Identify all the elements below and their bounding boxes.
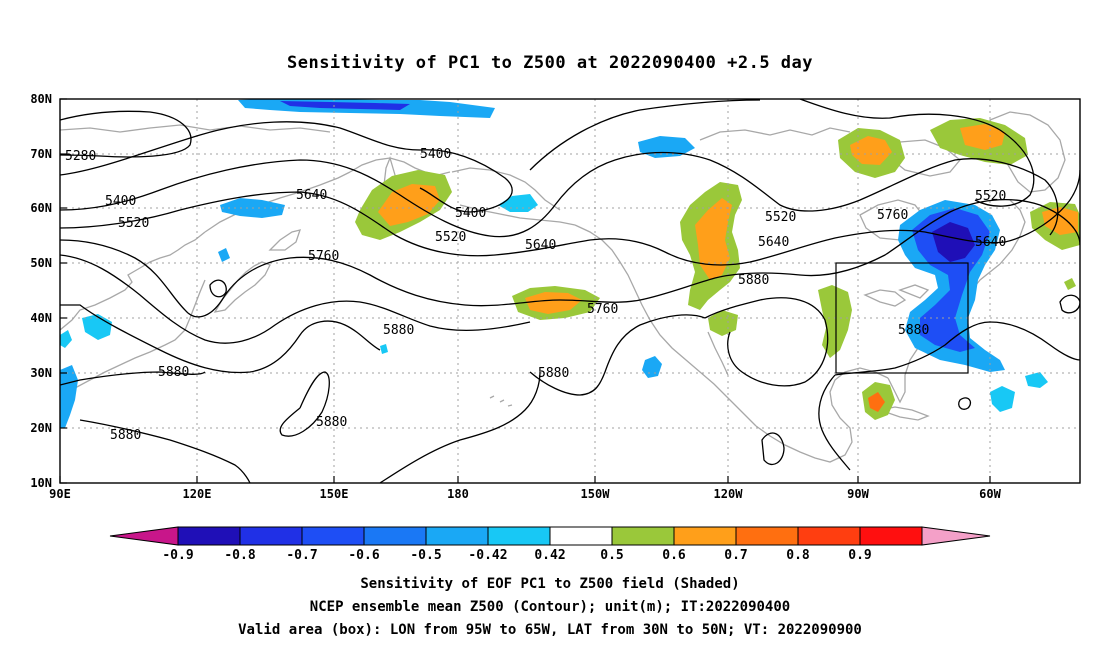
colorbar-bins xyxy=(177,526,923,546)
colorbar-bin xyxy=(859,526,923,546)
colorbar-bin xyxy=(363,526,427,546)
contour-label: 5640 xyxy=(525,238,556,253)
map-frame xyxy=(59,98,1081,484)
x-tick-label: 90W xyxy=(847,487,869,501)
map-panel: 5280 5400 5400 5400 5520 5520 5520 5520 … xyxy=(30,92,1081,501)
y-tick-label: 40N xyxy=(30,311,52,325)
contour-label: 5760 xyxy=(587,302,618,317)
y-tick-label: 20N xyxy=(30,421,52,435)
y-tick-label: 70N xyxy=(30,147,52,161)
x-tick-label: 60W xyxy=(979,487,1001,501)
colorbar-tick-label: -0.5 xyxy=(410,548,441,563)
y-tick-labels: 10N 20N 30N 40N 50N 60N 70N 80N xyxy=(30,92,52,490)
contour-label: 5400 xyxy=(455,206,486,221)
colorbar-tick-label: 0.8 xyxy=(786,548,810,563)
colorbar-bin xyxy=(425,526,489,546)
contour-label: 5520 xyxy=(765,210,796,225)
contour-label: 5400 xyxy=(105,194,136,209)
y-tick-label: 30N xyxy=(30,366,52,380)
contour-label: 5880 xyxy=(738,273,769,288)
colorbar-tick-label: 0.7 xyxy=(724,548,747,563)
contour-label: 5640 xyxy=(758,235,789,250)
colorbar-bin xyxy=(487,526,551,546)
colorbar-bin xyxy=(177,526,241,546)
contour-label: 5760 xyxy=(308,249,339,264)
axis-ticks xyxy=(59,98,991,484)
colorbar-tick-label: -0.42 xyxy=(468,548,507,563)
contour-label: 5880 xyxy=(383,323,414,338)
caption-valid-area: Valid area (box): LON from 95W to 65W, L… xyxy=(238,622,862,638)
colorbar-bin xyxy=(735,526,799,546)
colorbar-bin xyxy=(611,526,675,546)
colorbar-bin xyxy=(673,526,737,546)
x-tick-label: 120W xyxy=(714,487,744,501)
contour-label: 5520 xyxy=(435,230,466,245)
colorbar-tick-label: 0.6 xyxy=(662,548,686,563)
sensitivity-shading xyxy=(60,99,1080,428)
colorbar-above-triangle xyxy=(921,526,991,546)
contour-label: 5880 xyxy=(158,365,189,380)
x-tick-label: 150W xyxy=(581,487,611,501)
x-tick-label: 180 xyxy=(447,487,469,501)
contour-label: 5640 xyxy=(296,188,327,203)
colorbar: -0.9 -0.8 -0.7 -0.6 -0.5 -0.42 0.42 0.5 0.6 0.7 0.… xyxy=(109,526,991,563)
contour-label: 5880 xyxy=(898,323,929,338)
z500-contours xyxy=(60,99,1080,483)
contour-label: 5880 xyxy=(538,366,569,381)
colorbar-bin xyxy=(301,526,365,546)
y-tick-label: 10N xyxy=(30,476,52,490)
colorbar-tick-labels: -0.9 -0.8 -0.7 -0.6 -0.5 -0.42 0.42 0.5 0.6 0.7 0.… xyxy=(162,548,871,563)
colorbar-tick-label: 0.42 xyxy=(534,548,565,563)
contour-label: 5520 xyxy=(118,216,149,231)
colorbar-tick-label: -0.7 xyxy=(286,548,317,563)
contour-label: 5640 xyxy=(975,235,1006,250)
caption-contour: NCEP ensemble mean Z500 (Contour); unit(… xyxy=(310,599,790,615)
colorbar-below-triangle xyxy=(109,526,179,546)
contour-labels: 5280 5400 5400 5400 5520 5520 5520 5520 … xyxy=(65,147,1006,443)
figure-title: Sensitivity of PC1 to Z500 at 2022090400… xyxy=(287,53,813,73)
contour-label: 5400 xyxy=(420,147,451,162)
colorbar-tick-label: 0.5 xyxy=(600,548,623,563)
x-tick-labels: 90E 120E 150E 180 150W 120W 90W 60W xyxy=(49,487,1001,501)
x-tick-label: 150E xyxy=(320,487,349,501)
contour-label: 5520 xyxy=(975,189,1006,204)
colorbar-tick-label: -0.6 xyxy=(348,548,379,563)
colorbar-tick-label: 0.9 xyxy=(848,548,871,563)
x-tick-label: 90E xyxy=(49,487,71,501)
y-tick-label: 50N xyxy=(30,256,52,270)
colorbar-bin xyxy=(549,526,613,546)
colorbar-tick-label: -0.8 xyxy=(224,548,255,563)
contour-label: 5280 xyxy=(65,149,96,164)
colorbar-tick-label: -0.9 xyxy=(162,548,193,563)
colorbar-bin xyxy=(239,526,303,546)
contour-label: 5760 xyxy=(877,208,908,223)
y-tick-label: 60N xyxy=(30,201,52,215)
colorbar-bin xyxy=(797,526,861,546)
contour-label: 5880 xyxy=(316,415,347,430)
x-tick-label: 120E xyxy=(183,487,212,501)
y-tick-label: 80N xyxy=(30,92,52,106)
caption-shading: Sensitivity of EOF PC1 to Z500 field (Sh… xyxy=(360,576,739,592)
contour-label: 5880 xyxy=(110,428,141,443)
valid-area-box xyxy=(835,262,969,374)
gridlines xyxy=(60,99,1080,483)
